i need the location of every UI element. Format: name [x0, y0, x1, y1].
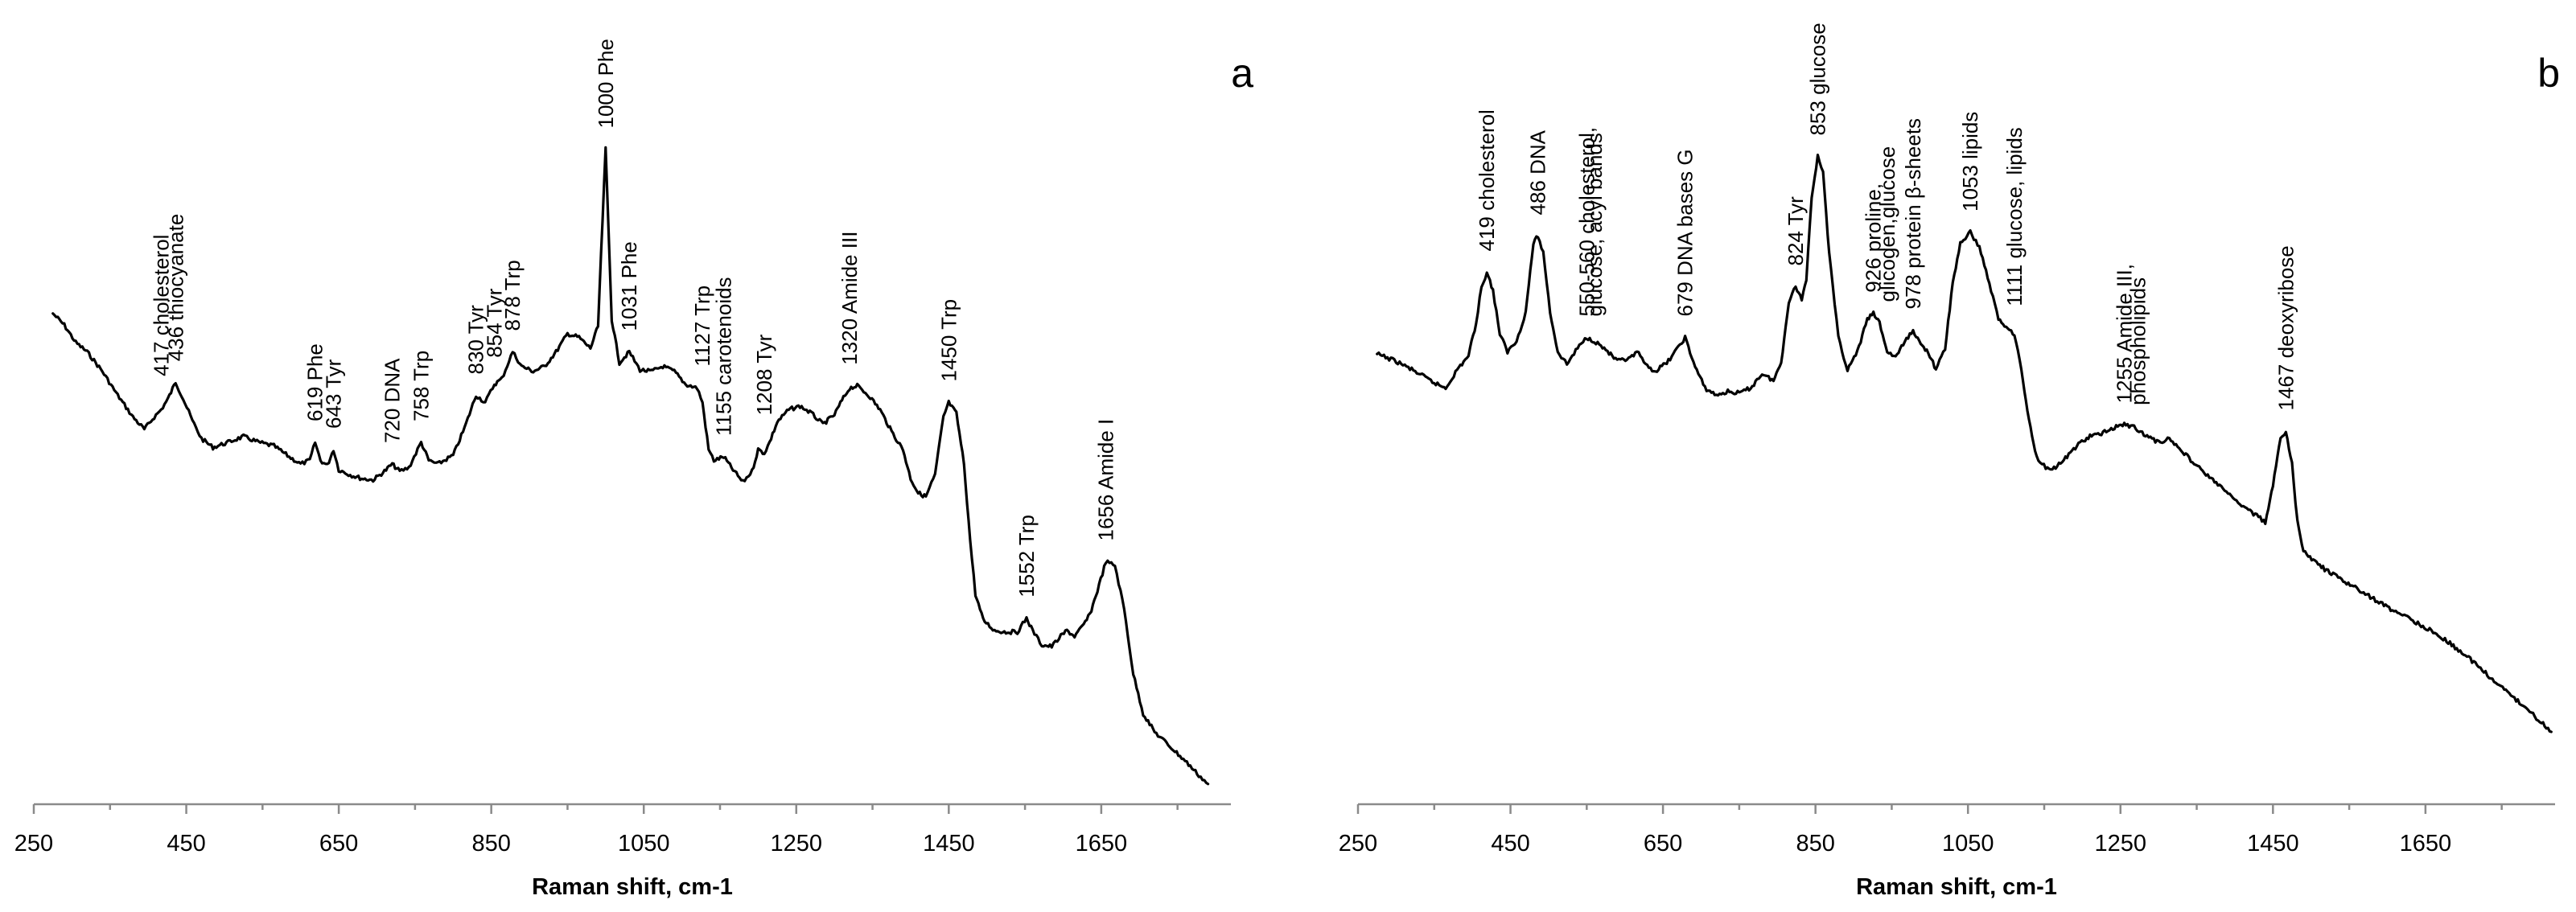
- x-axis-title: Raman shift, cm-1: [1856, 874, 2057, 900]
- peak-annotation: 619 Phe: [303, 343, 327, 421]
- peak-annotation: 1467 deoxyribose: [2274, 245, 2298, 410]
- peak-annotation: 758 Trp: [409, 351, 434, 421]
- x-tick-label: 450: [167, 831, 205, 857]
- peak-annotation: 926 proline,: [1862, 183, 1886, 293]
- peak-annotation: 643 Tyr: [322, 359, 346, 429]
- x-axis-title: Raman shift, cm-1: [532, 874, 733, 900]
- peak-annotation: 1552 Trp: [1014, 515, 1039, 598]
- peak-annotation: 1656 Amide I: [1094, 419, 1118, 541]
- peak-annotation: 419 cholesterol: [1475, 109, 1499, 251]
- peak-annotation: 1208 Tyr: [752, 334, 776, 415]
- peak-annotation: 853 glucose: [1806, 23, 1830, 135]
- x-tick-label: 1250: [2095, 831, 2147, 857]
- panel-a-chart: 250 450 650 850 1050 1250 1450 1650 Raman shift,…: [14, 39, 1253, 900]
- peak-annotation: 1155 carotenoids: [712, 277, 736, 436]
- panel-letter: b: [2537, 51, 2560, 96]
- x-tick-label: 1050: [618, 831, 670, 857]
- spectrum-line: [1376, 154, 2553, 733]
- peak-annotation: glicogen,glucose: [1875, 146, 1899, 302]
- x-tick-label: 250: [1339, 831, 1377, 857]
- x-tick-label: 1450: [923, 831, 975, 857]
- x-tick-label: 1050: [1942, 831, 1994, 857]
- panel-b-chart: 250 450 650 850 1050 1250 1450 1650 Raman shift,…: [1339, 23, 2560, 900]
- peak-annotation: 1031 Phe: [617, 241, 641, 331]
- x-tick-label: 250: [14, 831, 53, 857]
- panel-letter: a: [1231, 51, 1253, 96]
- peak-annotation: 720 DNA: [381, 358, 405, 443]
- x-tick-label: 850: [471, 831, 510, 857]
- x-tick-label: 1650: [2400, 831, 2452, 857]
- peak-annotation: 1255 Amide III,: [2113, 264, 2137, 403]
- x-tick-label: 650: [1644, 831, 1682, 857]
- x-tick-label: 1650: [1076, 831, 1128, 857]
- peak-annotation: 1450 Trp: [936, 299, 961, 382]
- peak-annotation: 550-560 cholesterol,: [1574, 127, 1599, 317]
- peak-annotation: 417 cholesterol: [149, 235, 173, 376]
- peak-annotation: 824 Tyr: [1784, 196, 1808, 266]
- peak-annotation: 1127 Trp: [690, 286, 714, 367]
- spectrum-line: [51, 146, 1210, 786]
- peak-annotation: phospholipids: [2126, 277, 2150, 405]
- peak-annotation: 830 Tyr: [464, 305, 488, 375]
- peak-annotation: 854 Tyr: [483, 288, 507, 358]
- x-tick-label: 1450: [2247, 831, 2299, 857]
- peak-annotation: 486 DNA: [1526, 129, 1550, 215]
- x-tick-label: 450: [1491, 831, 1529, 857]
- peak-annotation: 978 protein β-sheets: [1901, 118, 1925, 310]
- peak-annotation: 679 DNA bases G: [1673, 149, 1697, 316]
- peak-annotation: 1000 Phe: [594, 39, 618, 128]
- peak-annotation: 1320 Amide III: [837, 232, 862, 365]
- peak-annotation: 436 thiocyanate: [163, 214, 187, 362]
- x-tick-label: 1250: [771, 831, 823, 857]
- peak-annotation: glucose, acyl bands: [1582, 133, 1607, 316]
- x-tick-label: 850: [1796, 831, 1834, 857]
- peak-annotation: 1111 glucose, lipids: [2002, 127, 2027, 306]
- peak-annotation: 878 Trp: [500, 260, 525, 331]
- peak-annotation: 1053 lipids: [1958, 112, 1982, 212]
- x-tick-label: 650: [319, 831, 358, 857]
